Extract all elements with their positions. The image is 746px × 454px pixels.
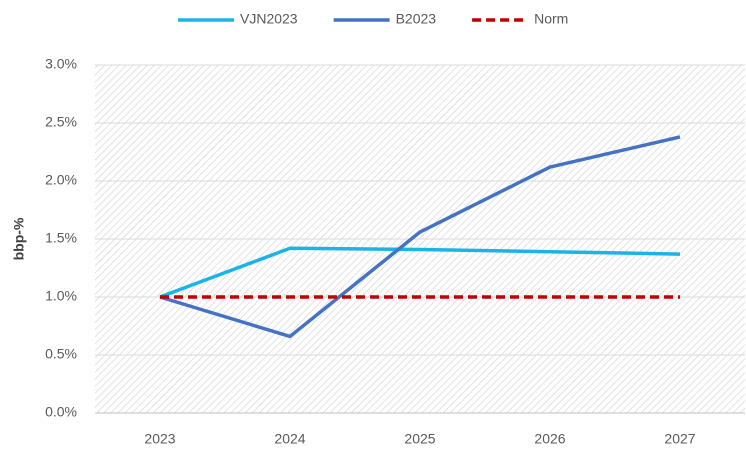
x-tick-label: 2024 [274, 431, 305, 447]
y-tick-label: 0.0% [45, 404, 77, 420]
series-line [159, 246, 681, 299]
series-line [159, 135, 681, 339]
y-tick-label: 2.5% [45, 114, 77, 130]
x-tick-label: 2025 [404, 431, 435, 447]
y-tick-label: 2.0% [45, 172, 77, 188]
x-tick-label: 2023 [144, 431, 175, 447]
y-tick-label: 0.5% [45, 346, 77, 362]
legend-label: B2023 [396, 11, 437, 27]
legend-label: Norm [534, 11, 568, 27]
x-tick-label: 2026 [534, 431, 565, 447]
y-tick-label: 3.0% [45, 56, 77, 72]
y-tick-label: 1.5% [45, 230, 77, 246]
y-tick-label: 1.0% [45, 288, 77, 304]
x-tick-label: 2027 [664, 431, 695, 447]
legend-label: VJN2023 [240, 11, 298, 27]
y-axis-label: bbp-% [11, 217, 27, 260]
